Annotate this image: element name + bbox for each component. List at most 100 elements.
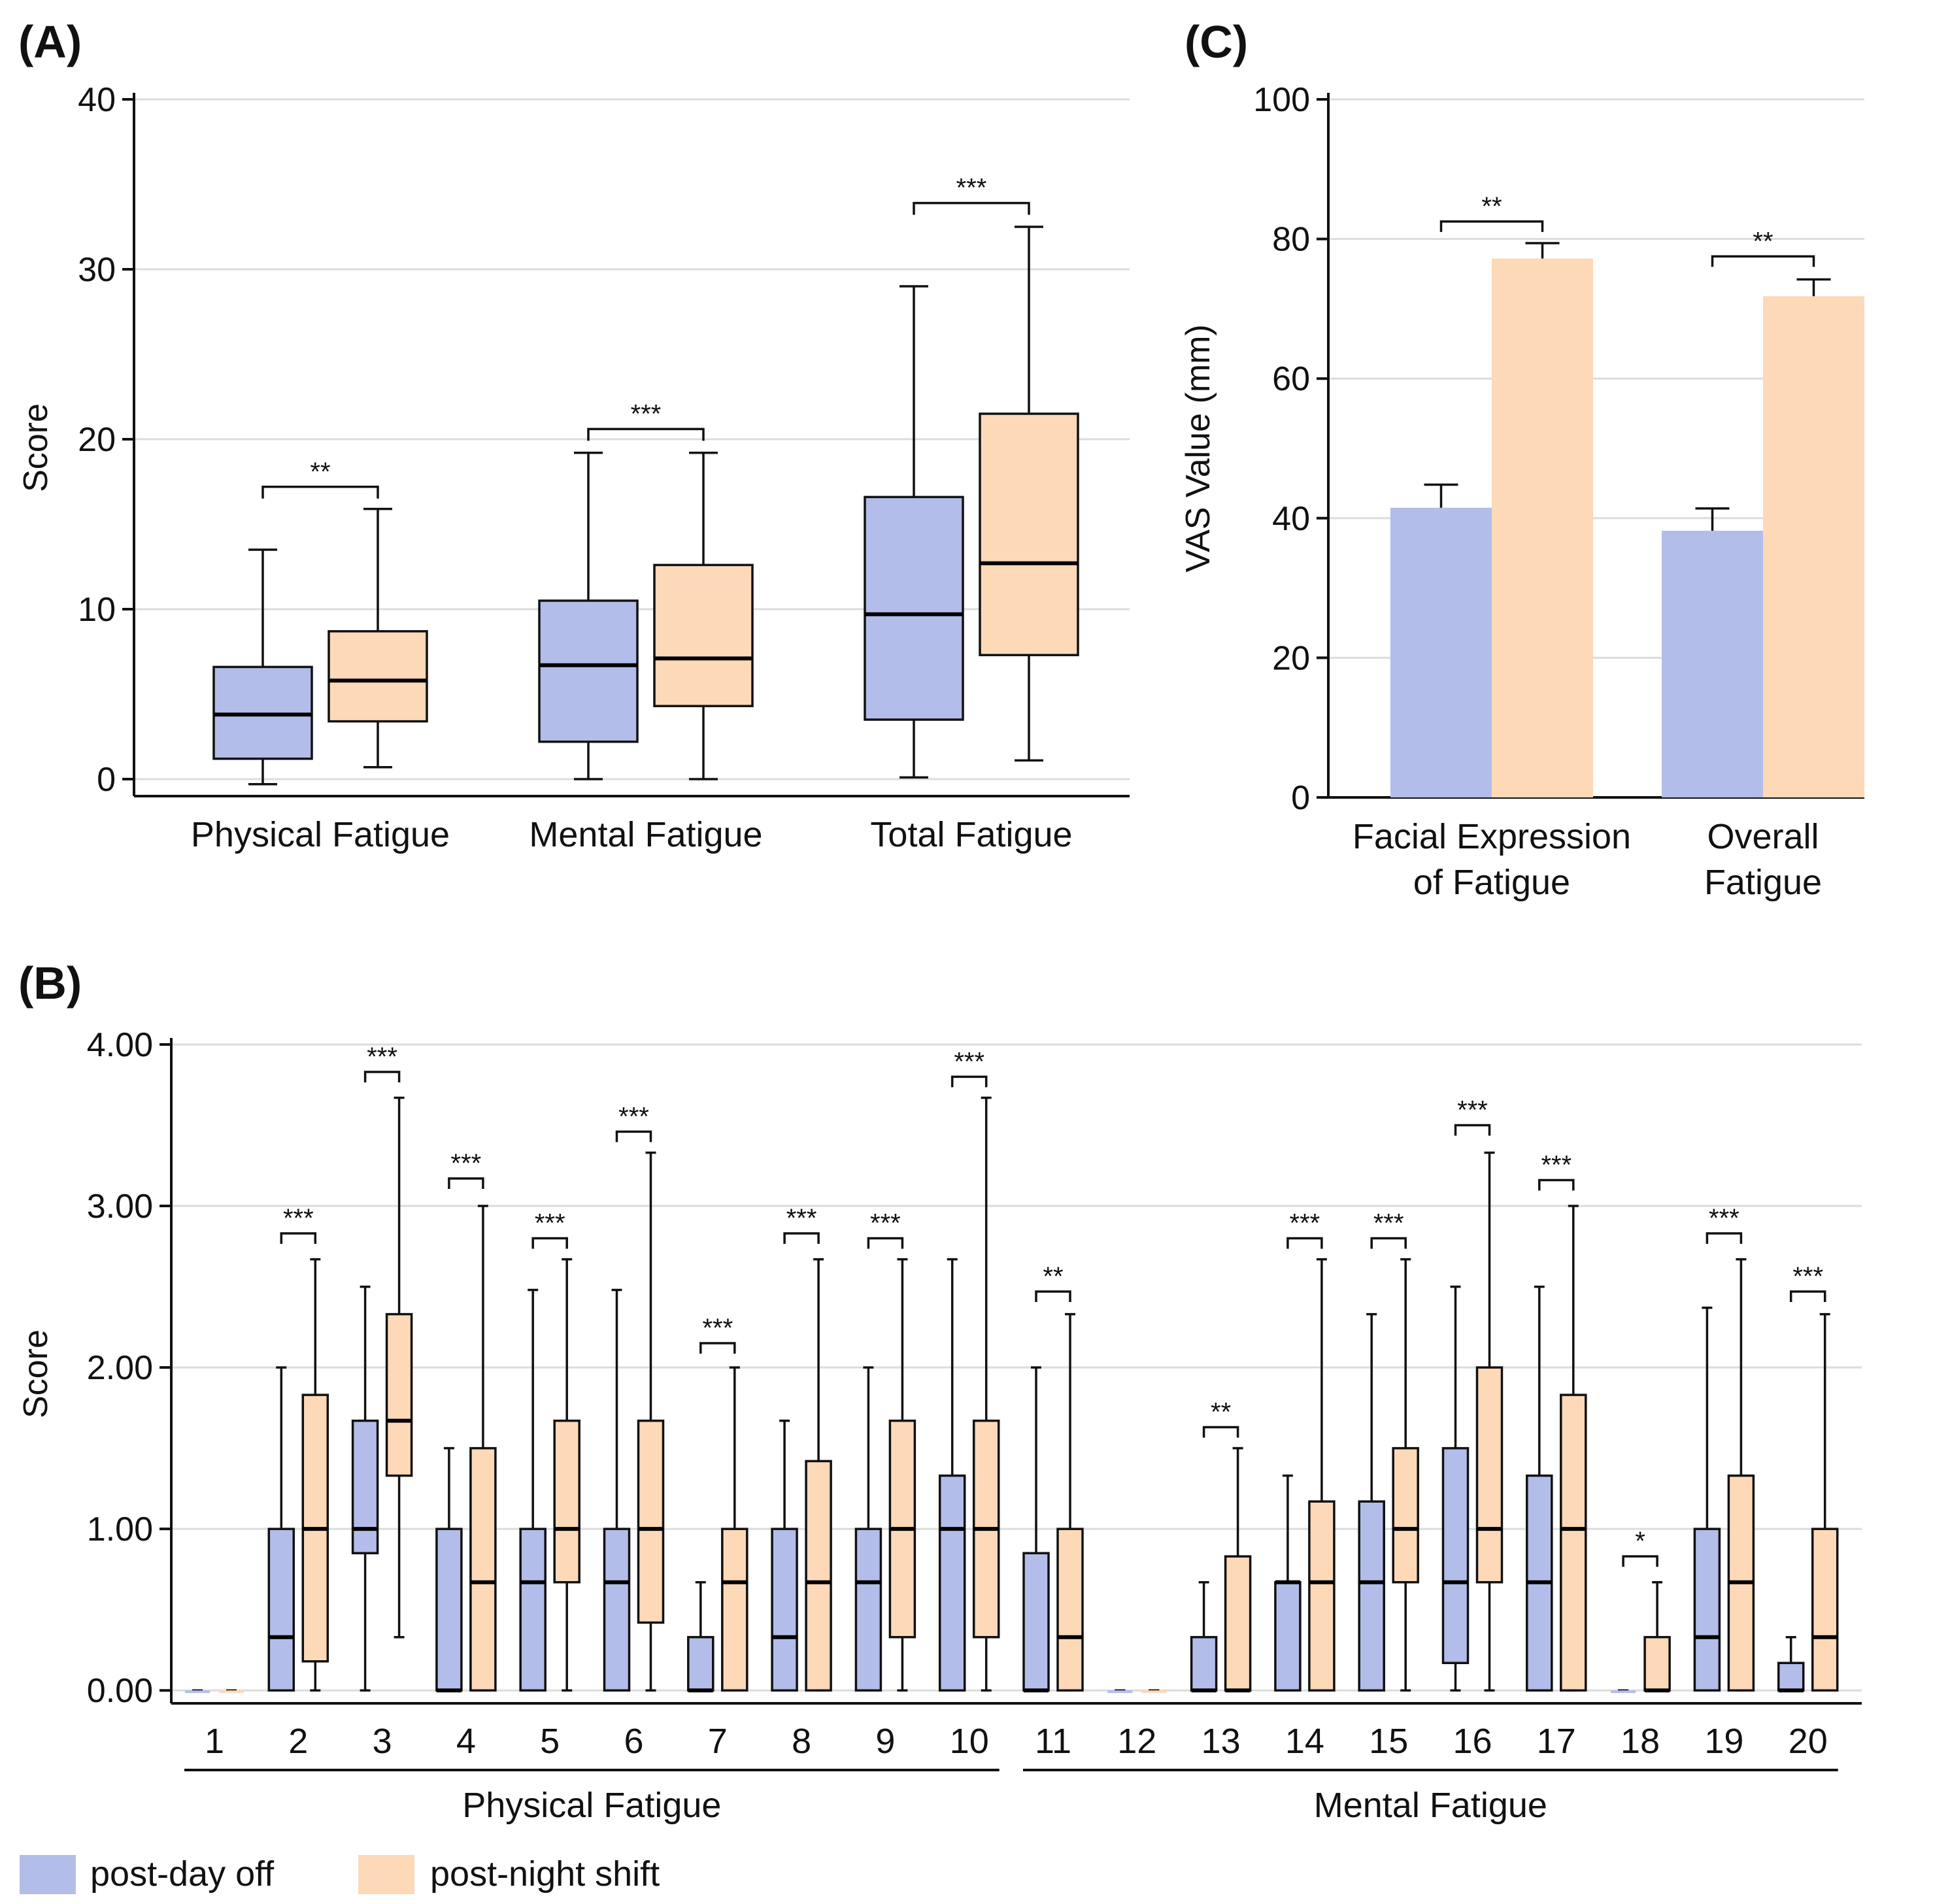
panel-b-bracket — [448, 1177, 484, 1190]
panel-b-item-label: 5 — [540, 1722, 560, 1761]
panel-b-bracket — [783, 1232, 820, 1244]
panel-b-item-label: 9 — [875, 1722, 895, 1761]
panel-c-category-label: of Fatigue — [1413, 863, 1570, 902]
panel-b-item-label: 6 — [624, 1722, 643, 1761]
panel-b-item-label: 13 — [1202, 1722, 1241, 1761]
panel-b-ytick-label: 2.00 — [87, 1349, 153, 1387]
panel-c-bar-night-shift — [1492, 258, 1593, 797]
panel-b-box-night-shift-box — [1308, 1500, 1336, 1692]
panel-b-box-day-off-box — [1107, 1690, 1133, 1694]
panel-b-significance: *** — [1457, 1096, 1488, 1125]
panel-b-bracket — [867, 1237, 904, 1249]
panel-a-category-label: Mental Fatigue — [529, 815, 762, 854]
panel-b-box-day-off-box — [351, 1419, 379, 1554]
panel-b-item-label: 1 — [205, 1722, 224, 1761]
panel-b-group-label: Physical Fatigue — [462, 1786, 721, 1825]
panel-b-ytick-label: 1.00 — [87, 1511, 153, 1548]
panel-b-box-day-off-box — [771, 1528, 798, 1692]
panel-b-bracket — [1370, 1237, 1407, 1249]
panel-b-box-day-off-box — [687, 1635, 714, 1692]
panel-b-box-day-off-box — [1611, 1690, 1636, 1694]
panel-c-plot: 0 20 40 60 80 100 VAS Value (mm) Facial Express… — [1179, 81, 1864, 902]
panel-b-box-day-off-box — [1190, 1635, 1218, 1692]
panel-b-bracket — [1202, 1426, 1239, 1438]
panel-b-bracket — [280, 1232, 317, 1244]
panel-a-bracket — [587, 427, 705, 441]
panel-b-box-night-shift-box — [1560, 1394, 1587, 1692]
panel-b-box-night-shift-box — [553, 1419, 580, 1584]
panel-c-bracket — [1711, 255, 1815, 267]
panel-b-item-label: 19 — [1704, 1722, 1743, 1761]
panel-b-box-day-off-box — [519, 1528, 546, 1692]
panel-b-box-night-shift-box — [1224, 1555, 1252, 1692]
panel-b-bracket — [1454, 1124, 1491, 1136]
panel-b-significance: *** — [786, 1204, 817, 1233]
panel-b-item-label: 16 — [1453, 1722, 1492, 1761]
panel-b-item-label: 14 — [1285, 1722, 1324, 1761]
panel-b-box-day-off-box — [1693, 1528, 1721, 1692]
panel-b-significance: *** — [1290, 1209, 1320, 1237]
panel-c-ytick-label: 0 — [1291, 779, 1310, 817]
panel-b-box-night-shift-box — [469, 1446, 497, 1692]
panel-b-significance: *** — [1541, 1151, 1572, 1180]
panel-b-bracket — [1286, 1237, 1323, 1249]
panel-b-box-day-off-box — [938, 1474, 966, 1692]
panel-b-item-label: 2 — [288, 1722, 308, 1761]
panel-a-box-night-shift-box — [653, 563, 754, 707]
panel-a-plot: 0 10 20 30 40 Score Physical Fatigue ** Mental F… — [17, 81, 1130, 854]
panel-b-box-night-shift-box — [219, 1690, 244, 1694]
panel-c-bar-day-off — [1662, 531, 1763, 797]
panel-a-significance: *** — [631, 399, 662, 428]
panel-b-significance: *** — [283, 1204, 314, 1233]
panel-b-bracket — [1622, 1555, 1658, 1567]
panel-b-significance: *** — [367, 1043, 397, 1071]
panel-b-box-night-shift-box — [1056, 1528, 1084, 1692]
panel-a-bracket — [261, 486, 379, 499]
panel-b-significance: *** — [1373, 1209, 1404, 1237]
panel-a-box-day-off-box — [538, 599, 639, 743]
legend-swatch-day-off — [20, 1855, 76, 1894]
legend: post-day off post-night shift — [20, 1854, 660, 1894]
panel-b-significance: *** — [535, 1209, 565, 1237]
panel-a-box-night-shift-box — [328, 630, 428, 723]
panel-b-ytick-label: 0.00 — [87, 1672, 153, 1710]
panel-b-item-label: 10 — [950, 1722, 989, 1761]
panel-c-category-label: Facial Expression — [1353, 817, 1631, 856]
panel-label-b: (B) — [18, 958, 82, 1009]
panel-b-bracket — [699, 1342, 736, 1354]
panel-b-item-label: 8 — [792, 1722, 811, 1761]
panel-c-ytick-label: 80 — [1272, 221, 1310, 259]
panel-a-ytick-label: 0 — [97, 761, 116, 799]
panel-b-bracket — [1706, 1232, 1743, 1244]
panel-b-item-label: 17 — [1537, 1722, 1576, 1761]
panel-b-box-night-shift-box — [805, 1460, 832, 1692]
panel-a-bracket — [913, 201, 1030, 215]
panel-b-significance: *** — [1792, 1262, 1823, 1291]
panel-b-significance: ** — [1043, 1262, 1063, 1291]
panel-b-significance: *** — [618, 1102, 649, 1131]
panel-b-bracket — [1789, 1290, 1826, 1302]
panel-b-significance: *** — [1709, 1204, 1740, 1233]
panel-b-significance: ** — [1211, 1398, 1231, 1427]
panel-b-box-day-off-box — [185, 1690, 210, 1694]
panel-b-box-day-off-box — [267, 1528, 295, 1692]
panel-b-significance: *** — [702, 1314, 733, 1343]
panel-b-bracket — [363, 1071, 401, 1082]
panel-b-box-night-shift-box — [385, 1312, 413, 1477]
panel-c-bar-night-shift — [1763, 296, 1864, 797]
panel-c-ytick-label: 60 — [1272, 360, 1310, 398]
panel-a-category-label: Physical Fatigue — [191, 815, 450, 854]
panel-b-bracket — [1035, 1290, 1071, 1302]
panel-b-item-label: 15 — [1369, 1722, 1408, 1761]
panel-c-ytick-label: 100 — [1253, 81, 1310, 119]
panel-b-item-label: 18 — [1621, 1722, 1660, 1761]
legend-swatch-night-shift — [358, 1855, 414, 1894]
panel-b-ytick-label: 4.00 — [87, 1026, 153, 1064]
panel-b-box-day-off-box — [1441, 1446, 1470, 1664]
panel-b-significance: *** — [870, 1209, 901, 1237]
legend-label-day-off: post-day off — [90, 1854, 275, 1894]
panel-c-significance: ** — [1481, 192, 1502, 221]
panel-b-significance: *** — [954, 1047, 984, 1076]
